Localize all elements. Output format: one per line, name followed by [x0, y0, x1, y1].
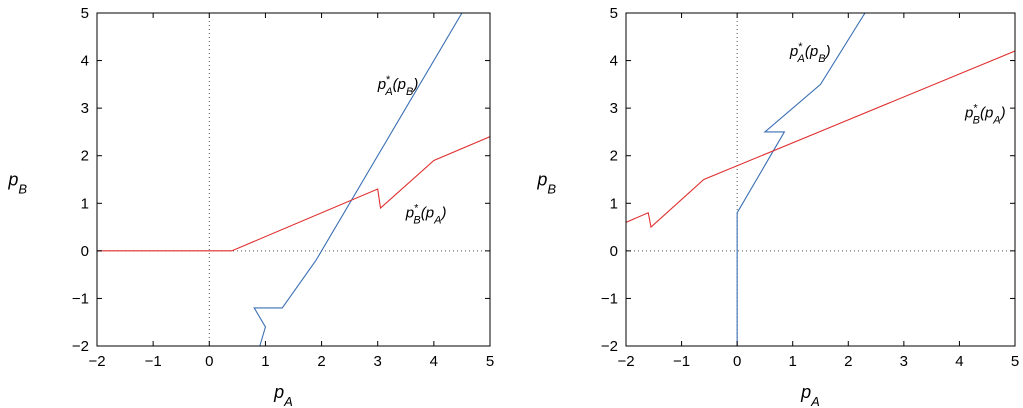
svg-text:pA: pA — [800, 382, 820, 408]
y-tick-label: 0 — [81, 243, 89, 260]
x-axis-title-sub: A — [283, 394, 293, 408]
x-tick-label: 4 — [430, 353, 438, 370]
x-tick-label: 0 — [733, 353, 741, 370]
x-tick-label: 2 — [844, 353, 852, 370]
svg-text:pB: pB — [536, 170, 556, 197]
y-tick-label: 5 — [610, 5, 618, 22]
x-tick-label: 2 — [317, 353, 325, 370]
y-tick-label: 1 — [81, 195, 89, 212]
curve-label-a: p* A(pB) — [789, 41, 831, 65]
x-tick-label: −1 — [145, 353, 162, 370]
y-tick-label: −2 — [601, 338, 618, 355]
y-tick-label: −1 — [72, 290, 89, 307]
y-tick-label: 1 — [610, 195, 618, 212]
plot-frame — [625, 12, 1016, 347]
y-tick-label: 5 — [81, 5, 89, 22]
y-tick-label: 0 — [610, 243, 618, 260]
plot-frame — [96, 12, 491, 347]
curve-label-a: p* A(pB) — [377, 74, 419, 98]
x-tick-label: 4 — [955, 353, 963, 370]
y-tick-label: 2 — [610, 148, 618, 165]
y-tick-label: 3 — [610, 100, 618, 117]
x-axis-title-main: p — [800, 382, 811, 402]
y-tick-label: 4 — [81, 53, 89, 70]
x-tick-label: −1 — [673, 353, 690, 370]
y-tick-label: −1 — [601, 290, 618, 307]
x-tick-label: 3 — [374, 353, 382, 370]
x-tick-label: 0 — [205, 353, 213, 370]
x-tick-label: 5 — [1011, 353, 1019, 370]
svg-text:pB: pB — [7, 170, 27, 197]
x-axis-title-main: p — [273, 382, 284, 402]
x-tick-label: −2 — [617, 353, 634, 370]
y-axis-title-sub: B — [547, 181, 556, 196]
y-tick-label: 4 — [610, 53, 618, 70]
x-tick-label: 3 — [900, 353, 908, 370]
x-tick-label: −2 — [88, 353, 105, 370]
series-line-best-response-a — [253, 13, 463, 346]
curve-label-b: p* B(pA) — [964, 103, 1006, 127]
y-axis-title-main: p — [536, 170, 547, 190]
x-tick-label: 5 — [486, 353, 494, 370]
y-tick-label: 2 — [81, 148, 89, 165]
svg-text:pA: pA — [273, 382, 293, 408]
curve-label-b: p* B(pA) — [405, 203, 447, 227]
series-line-best-response-b — [626, 50, 1015, 229]
y-axis-title-main: p — [7, 170, 18, 190]
series-line-best-response-b — [97, 136, 490, 252]
x-tick-label: 1 — [261, 353, 269, 370]
series-line-best-response-a — [736, 13, 866, 346]
x-axis-title-sub: A — [810, 394, 820, 408]
x-tick-label: 1 — [789, 353, 797, 370]
y-tick-label: 3 — [81, 100, 89, 117]
y-tick-label: −2 — [72, 338, 89, 355]
y-axis-title-sub: B — [18, 181, 27, 196]
